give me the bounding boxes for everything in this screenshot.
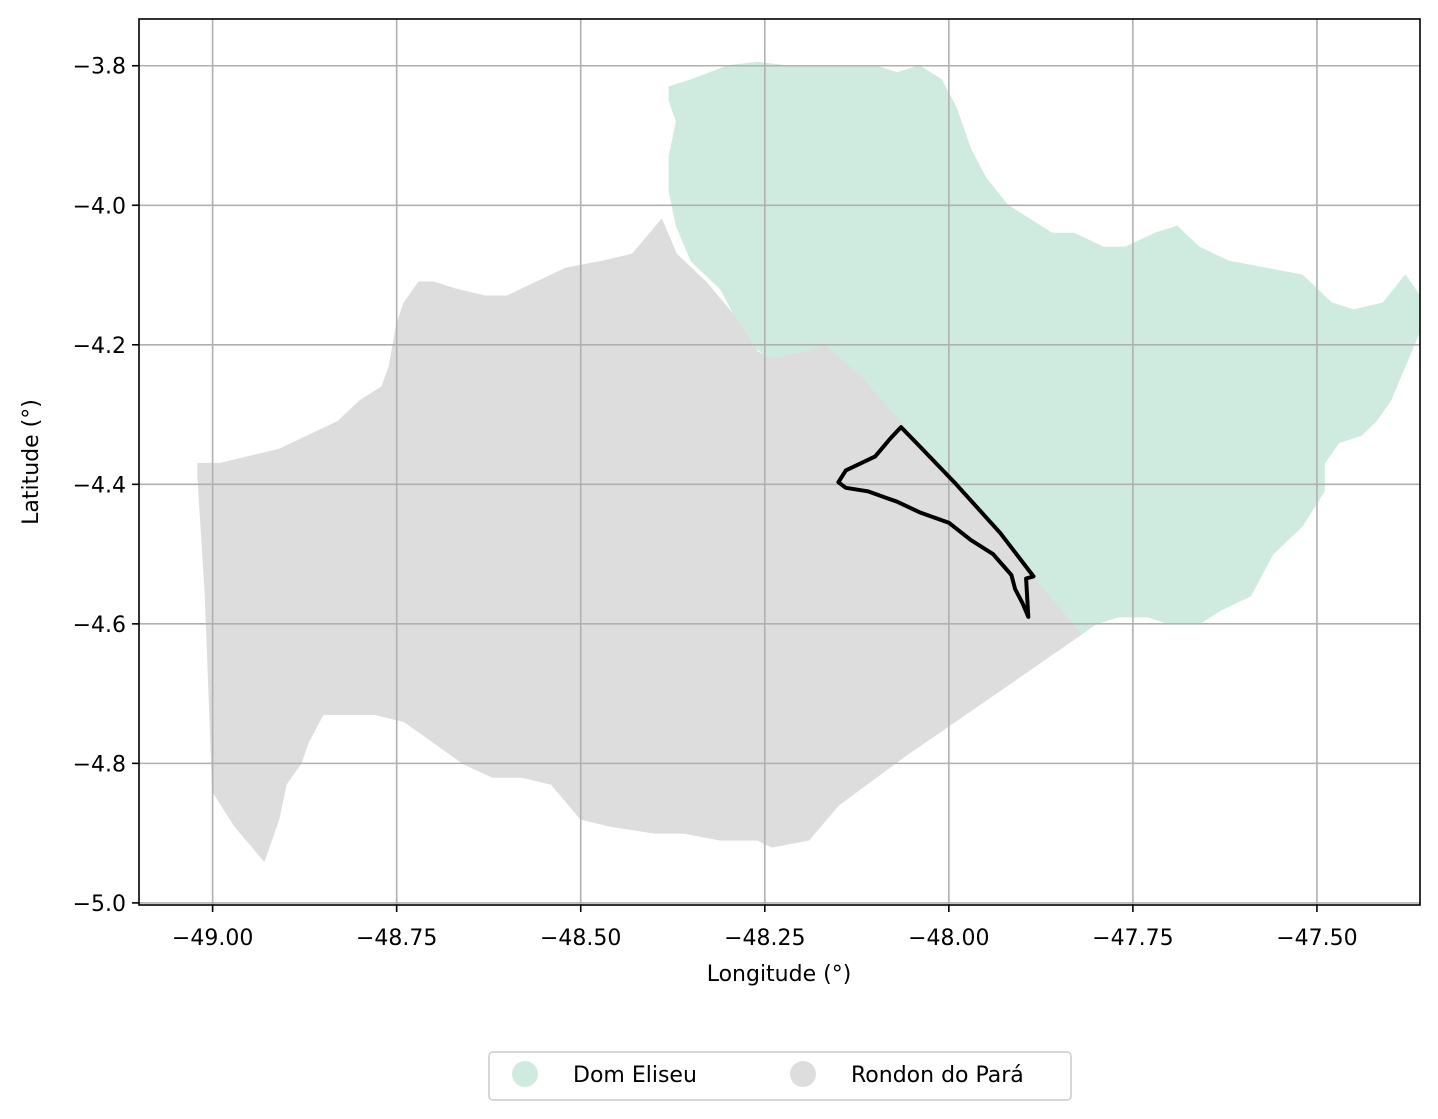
y-tick-label: −4.8 xyxy=(73,752,126,777)
x-tick-label: −48.25 xyxy=(724,926,805,951)
x-tick-label: −47.75 xyxy=(1092,926,1173,951)
boundary-overlay xyxy=(836,425,1036,619)
y-axis-ticks: −3.8 −4.0 −4.2 −4.4 −4.6 −4.8 −5.0 xyxy=(73,55,139,917)
boundary-overlay-layer xyxy=(836,425,1036,619)
y-axis-label: Latitude (°) xyxy=(19,399,44,525)
y-tick-label: −4.0 xyxy=(73,194,126,219)
x-tick-label: −48.75 xyxy=(356,926,437,951)
y-tick-label: −4.4 xyxy=(73,473,126,498)
legend: Dom Eliseu Rondon do Pará xyxy=(488,1051,1072,1101)
x-axis-label: Longitude (°) xyxy=(707,962,852,987)
y-tick-label: −4.2 xyxy=(73,334,126,359)
legend-label-dom-eliseu: Dom Eliseu xyxy=(573,1063,697,1088)
y-tick-label: −3.8 xyxy=(73,55,126,80)
x-tick-label: −48.00 xyxy=(908,926,989,951)
legend-label-rondon-do-para: Rondon do Pará xyxy=(851,1063,1024,1088)
y-tick-label: −4.6 xyxy=(73,613,126,638)
axes-frame xyxy=(138,18,1421,906)
region-rondon-do-para xyxy=(197,218,1083,862)
legend-marker-rondon-do-para xyxy=(790,1061,816,1087)
x-tick-label: −48.50 xyxy=(540,926,621,951)
x-tick-label: −49.00 xyxy=(172,926,253,951)
grid-layer xyxy=(139,19,1420,905)
y-tick-label: −5.0 xyxy=(73,892,126,917)
x-axis-ticks: −49.00 −48.75 −48.50 −48.25 −48.00 −47.75 −47.… xyxy=(172,905,1358,951)
x-tick-label: −47.50 xyxy=(1276,926,1357,951)
legend-frame xyxy=(488,1051,1072,1101)
legend-marker-dom-eliseu xyxy=(512,1061,538,1087)
